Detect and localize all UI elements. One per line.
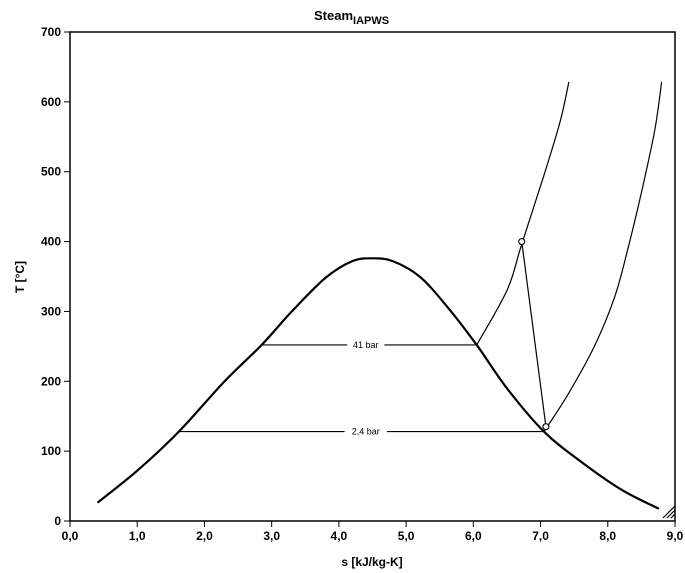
- series-line-1: [260, 81, 570, 346]
- x-axis-label: s [kJ/kg-K]: [341, 555, 402, 569]
- y-tick-label: 400: [41, 235, 61, 249]
- curves-layer: [97, 81, 663, 510]
- series-line-2: [178, 81, 663, 433]
- isobar-label-bg: [347, 338, 385, 350]
- y-tick-label: 500: [41, 165, 61, 179]
- points-layer: [518, 238, 550, 431]
- isobar-label: 2,4 bar: [352, 427, 380, 437]
- state-point: [518, 238, 526, 246]
- x-tick-label: 3,0: [263, 529, 280, 543]
- plot-frame: [69, 31, 676, 522]
- y-tick-label: 700: [41, 25, 61, 39]
- annotations-layer: 41 bar 2,4 bar: [344, 338, 387, 437]
- chart-title-subscript: IAPWS: [353, 15, 389, 27]
- x-tick-label: 4,0: [331, 529, 348, 543]
- y-tick-label: 600: [41, 95, 61, 109]
- corner-resize-icon[interactable]: [662, 505, 676, 519]
- x-tick-label: 1,0: [129, 529, 146, 543]
- isobar-label-bg: [344, 425, 387, 437]
- ticks-layer: 0,0 1,0 2,0 3,0 4,0 5,0 6,0 7,0 8,0 9,0 0 100 200 300…: [41, 25, 684, 543]
- x-tick-label: 7,0: [532, 529, 549, 543]
- series-line-0: [97, 257, 660, 510]
- x-tick-label: 8,0: [599, 529, 616, 543]
- series-line-3: [521, 240, 547, 428]
- state-point: [542, 423, 550, 431]
- y-tick-label: 300: [41, 304, 61, 318]
- chart-title-main: Steam: [314, 8, 353, 23]
- x-tick-label: 5,0: [398, 529, 415, 543]
- chart-title: SteamIAPWS: [314, 8, 389, 27]
- isobar-label: 41 bar: [353, 340, 379, 350]
- y-tick-label: 200: [41, 374, 61, 388]
- x-tick-label: 2,0: [196, 529, 213, 543]
- x-tick-label: 9,0: [667, 529, 684, 543]
- y-axis-label: T [°C]: [13, 261, 27, 293]
- x-tick-label: 6,0: [465, 529, 482, 543]
- y-tick-label: 0: [54, 514, 61, 528]
- y-tick-label: 100: [41, 444, 61, 458]
- x-tick-label: 0,0: [62, 529, 79, 543]
